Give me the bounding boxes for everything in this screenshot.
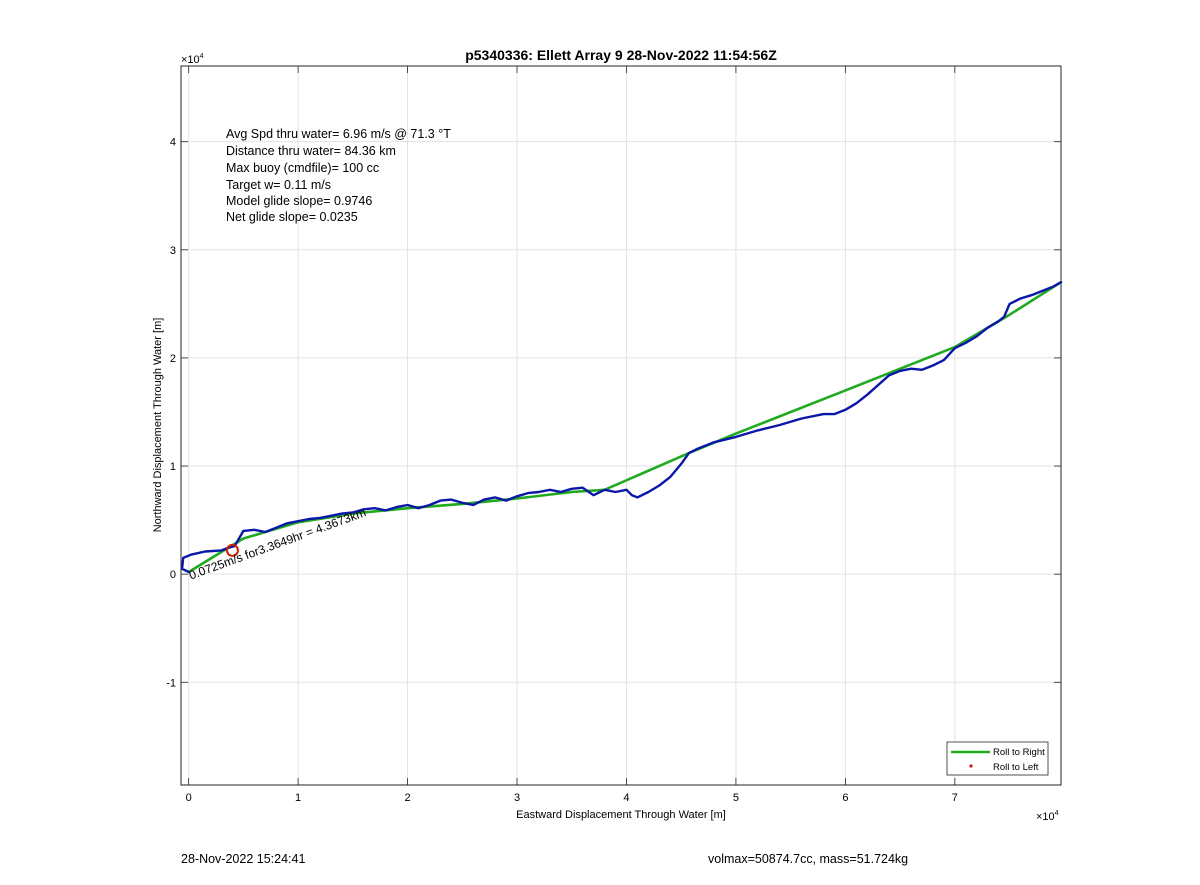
x-axis-label: Eastward Displacement Through Water [m] [516,809,726,821]
y-tick-label: 1 [170,461,176,473]
y-axis-label: Northward Displacement Through Water [m] [152,318,164,533]
legend-label-roll-left: Roll to Left [993,762,1039,773]
x-tick-label: 5 [733,792,739,804]
footer-timestamp: 28-Nov-2022 15:24:41 [181,852,305,866]
y-tick-label: 2 [170,353,176,365]
stat-model-glide-slope: Model glide slope= 0.9746 [226,194,372,208]
stat-distance: Distance thru water= 84.36 km [226,144,396,158]
x-tick-label: 6 [842,792,848,804]
y-tick-label: 0 [170,569,176,581]
y-exponent-label: ×104 [181,53,204,66]
x-tick-label: 0 [186,792,192,804]
series-trajectory [180,281,1063,574]
y-tick-label: 3 [170,245,176,257]
x-tick-label: 7 [952,792,958,804]
y-tick-labels: -1 0 1 2 3 4 [166,137,176,690]
stat-target-w: Target w= 0.11 m/s [226,178,331,192]
stat-max-buoy: Max buoy (cmdfile)= 100 cc [226,161,379,175]
y-tick-label: -1 [166,677,176,689]
legend-box [946,741,1049,776]
legend: Roll to Right Roll to Left [946,741,1049,776]
marker-circle [225,543,239,557]
chart-title: p5340336: Ellett Array 9 28-Nov-2022 11:… [465,47,777,63]
plot-frame [180,65,1062,786]
grid-lines [181,66,1061,785]
stat-net-glide-slope: Net glide slope= 0.0235 [226,210,358,224]
legend-swatch-roll-left [969,764,973,768]
legend-label-roll-right: Roll to Right [993,747,1045,758]
x-tick-labels: 0 1 2 3 4 5 6 7 [186,792,958,804]
x-tick-label: 2 [405,792,411,804]
stat-avg-speed: Avg Spd thru water= 6.96 m/s @ 71.3 °T [226,127,451,141]
axis-ticks [181,66,1061,785]
stats-text-block: Avg Spd thru water= 6.96 m/s @ 71.3 °T D… [226,127,451,224]
x-tick-label: 4 [623,792,629,804]
x-tick-label: 3 [514,792,520,804]
y-tick-label: 4 [170,137,176,149]
markers-layer [225,543,239,557]
footer-volmax-mass: volmax=50874.7cc, mass=51.724kg [708,852,908,866]
plot-area [181,66,1061,785]
x-tick-label: 1 [295,792,301,804]
series-layer [180,280,1063,574]
x-exponent-label: ×104 [1036,810,1059,823]
